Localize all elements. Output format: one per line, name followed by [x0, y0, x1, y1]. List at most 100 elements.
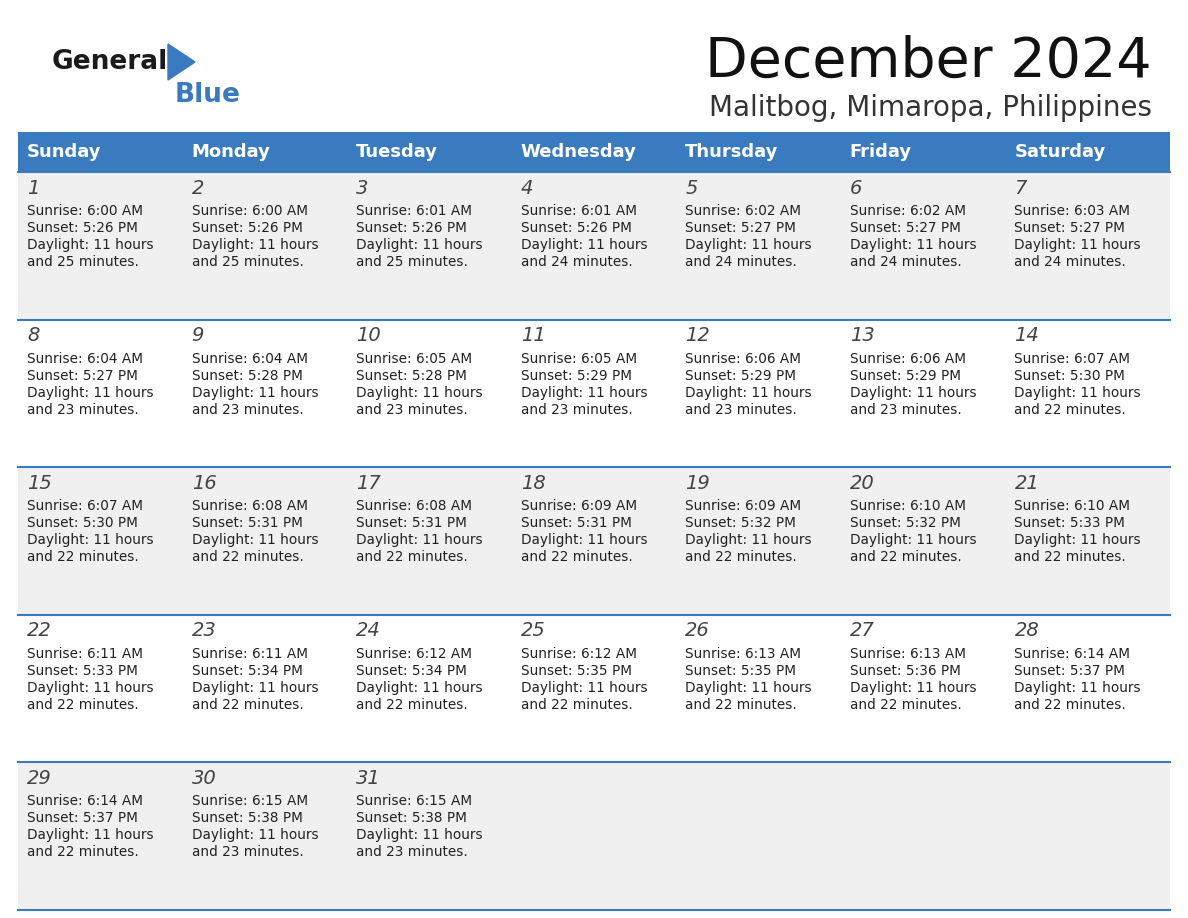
Text: and 22 minutes.: and 22 minutes.	[191, 550, 303, 565]
Polygon shape	[168, 44, 195, 80]
Text: Sunrise: 6:09 AM: Sunrise: 6:09 AM	[685, 499, 802, 513]
Bar	[18, 615, 1170, 763]
Text: and 24 minutes.: and 24 minutes.	[849, 255, 961, 269]
Text: and 22 minutes.: and 22 minutes.	[356, 698, 468, 711]
Text: Daylight: 11 hours: Daylight: 11 hours	[520, 681, 647, 695]
Text: Sunrise: 6:00 AM: Sunrise: 6:00 AM	[191, 204, 308, 218]
Text: Daylight: 11 hours: Daylight: 11 hours	[191, 828, 318, 843]
Text: Malitbog, Mimaropa, Philippines: Malitbog, Mimaropa, Philippines	[709, 94, 1152, 122]
Text: Daylight: 11 hours: Daylight: 11 hours	[27, 386, 153, 399]
Text: Sunset: 5:26 PM: Sunset: 5:26 PM	[520, 221, 632, 235]
Text: Sunrise: 6:05 AM: Sunrise: 6:05 AM	[520, 352, 637, 365]
Text: Friday: Friday	[849, 143, 912, 161]
Text: Sunrise: 6:10 AM: Sunrise: 6:10 AM	[1015, 499, 1131, 513]
Text: 11: 11	[520, 326, 545, 345]
Text: and 23 minutes.: and 23 minutes.	[520, 403, 632, 417]
Text: and 22 minutes.: and 22 minutes.	[520, 698, 632, 711]
Text: and 23 minutes.: and 23 minutes.	[27, 403, 139, 417]
Text: Sunset: 5:28 PM: Sunset: 5:28 PM	[191, 369, 303, 383]
Text: Daylight: 11 hours: Daylight: 11 hours	[191, 681, 318, 695]
Text: and 25 minutes.: and 25 minutes.	[191, 255, 303, 269]
Text: Sunrise: 6:12 AM: Sunrise: 6:12 AM	[356, 647, 472, 661]
Text: Daylight: 11 hours: Daylight: 11 hours	[1015, 386, 1140, 399]
Text: Daylight: 11 hours: Daylight: 11 hours	[191, 386, 318, 399]
Text: Thursday: Thursday	[685, 143, 778, 161]
Text: Sunset: 5:38 PM: Sunset: 5:38 PM	[191, 812, 303, 825]
Text: Sunset: 5:35 PM: Sunset: 5:35 PM	[685, 664, 796, 677]
Text: Daylight: 11 hours: Daylight: 11 hours	[685, 238, 811, 252]
Text: and 23 minutes.: and 23 minutes.	[356, 403, 468, 417]
Text: and 22 minutes.: and 22 minutes.	[27, 698, 139, 711]
Text: Sunrise: 6:04 AM: Sunrise: 6:04 AM	[191, 352, 308, 365]
Text: Sunset: 5:26 PM: Sunset: 5:26 PM	[191, 221, 303, 235]
Text: Sunrise: 6:01 AM: Sunrise: 6:01 AM	[356, 204, 472, 218]
Text: Sunrise: 6:02 AM: Sunrise: 6:02 AM	[685, 204, 801, 218]
Text: Sunset: 5:27 PM: Sunset: 5:27 PM	[685, 221, 796, 235]
Text: Daylight: 11 hours: Daylight: 11 hours	[27, 238, 153, 252]
Text: Sunset: 5:35 PM: Sunset: 5:35 PM	[520, 664, 632, 677]
Text: Daylight: 11 hours: Daylight: 11 hours	[1015, 533, 1140, 547]
Text: Sunset: 5:33 PM: Sunset: 5:33 PM	[1015, 516, 1125, 531]
Text: and 22 minutes.: and 22 minutes.	[191, 698, 303, 711]
Text: Sunrise: 6:09 AM: Sunrise: 6:09 AM	[520, 499, 637, 513]
Text: 18: 18	[520, 474, 545, 493]
Text: Wednesday: Wednesday	[520, 143, 637, 161]
Text: 15: 15	[27, 474, 52, 493]
Text: Daylight: 11 hours: Daylight: 11 hours	[356, 828, 482, 843]
Text: Tuesday: Tuesday	[356, 143, 438, 161]
Text: and 22 minutes.: and 22 minutes.	[356, 550, 468, 565]
Text: Monday: Monday	[191, 143, 271, 161]
Text: Sunset: 5:36 PM: Sunset: 5:36 PM	[849, 664, 961, 677]
Text: Sunrise: 6:13 AM: Sunrise: 6:13 AM	[849, 647, 966, 661]
Text: 5: 5	[685, 178, 697, 197]
Text: Sunset: 5:31 PM: Sunset: 5:31 PM	[356, 516, 467, 531]
Text: Sunset: 5:34 PM: Sunset: 5:34 PM	[356, 664, 467, 677]
Text: Daylight: 11 hours: Daylight: 11 hours	[191, 533, 318, 547]
Text: Sunset: 5:38 PM: Sunset: 5:38 PM	[356, 812, 467, 825]
Text: Sunrise: 6:03 AM: Sunrise: 6:03 AM	[1015, 204, 1131, 218]
Bar	[18, 467, 1170, 615]
Text: December 2024: December 2024	[706, 35, 1152, 89]
Text: Daylight: 11 hours: Daylight: 11 hours	[849, 681, 977, 695]
Text: Sunrise: 6:13 AM: Sunrise: 6:13 AM	[685, 647, 801, 661]
Text: Sunday: Sunday	[27, 143, 101, 161]
Text: and 23 minutes.: and 23 minutes.	[685, 403, 797, 417]
Text: and 22 minutes.: and 22 minutes.	[685, 698, 797, 711]
Text: Sunrise: 6:07 AM: Sunrise: 6:07 AM	[1015, 352, 1131, 365]
Bar	[18, 319, 1170, 467]
Text: 10: 10	[356, 326, 381, 345]
Text: Sunrise: 6:04 AM: Sunrise: 6:04 AM	[27, 352, 143, 365]
Text: and 24 minutes.: and 24 minutes.	[520, 255, 632, 269]
Text: 21: 21	[1015, 474, 1040, 493]
Text: Sunrise: 6:00 AM: Sunrise: 6:00 AM	[27, 204, 143, 218]
Text: General: General	[52, 49, 169, 75]
Text: Daylight: 11 hours: Daylight: 11 hours	[685, 533, 811, 547]
Bar	[18, 132, 1170, 172]
Text: 4: 4	[520, 178, 533, 197]
Text: and 22 minutes.: and 22 minutes.	[520, 550, 632, 565]
Text: Daylight: 11 hours: Daylight: 11 hours	[520, 386, 647, 399]
Text: Daylight: 11 hours: Daylight: 11 hours	[849, 238, 977, 252]
Text: Sunrise: 6:06 AM: Sunrise: 6:06 AM	[685, 352, 801, 365]
Text: Sunset: 5:30 PM: Sunset: 5:30 PM	[1015, 369, 1125, 383]
Text: Sunrise: 6:15 AM: Sunrise: 6:15 AM	[356, 794, 473, 809]
Text: Daylight: 11 hours: Daylight: 11 hours	[356, 386, 482, 399]
Text: Daylight: 11 hours: Daylight: 11 hours	[849, 533, 977, 547]
Text: Daylight: 11 hours: Daylight: 11 hours	[356, 681, 482, 695]
Text: Sunset: 5:33 PM: Sunset: 5:33 PM	[27, 664, 138, 677]
Text: Sunrise: 6:08 AM: Sunrise: 6:08 AM	[356, 499, 472, 513]
Text: and 22 minutes.: and 22 minutes.	[1015, 550, 1126, 565]
Text: 7: 7	[1015, 178, 1026, 197]
Text: Sunrise: 6:05 AM: Sunrise: 6:05 AM	[356, 352, 473, 365]
Text: Sunrise: 6:08 AM: Sunrise: 6:08 AM	[191, 499, 308, 513]
Text: Sunset: 5:37 PM: Sunset: 5:37 PM	[27, 812, 138, 825]
Text: and 23 minutes.: and 23 minutes.	[191, 845, 303, 859]
Text: Daylight: 11 hours: Daylight: 11 hours	[520, 238, 647, 252]
Text: Sunrise: 6:10 AM: Sunrise: 6:10 AM	[849, 499, 966, 513]
Text: Sunset: 5:37 PM: Sunset: 5:37 PM	[1015, 664, 1125, 677]
Text: Daylight: 11 hours: Daylight: 11 hours	[1015, 681, 1140, 695]
Text: and 23 minutes.: and 23 minutes.	[849, 403, 961, 417]
Text: 8: 8	[27, 326, 39, 345]
Text: and 23 minutes.: and 23 minutes.	[191, 403, 303, 417]
Bar	[18, 172, 1170, 319]
